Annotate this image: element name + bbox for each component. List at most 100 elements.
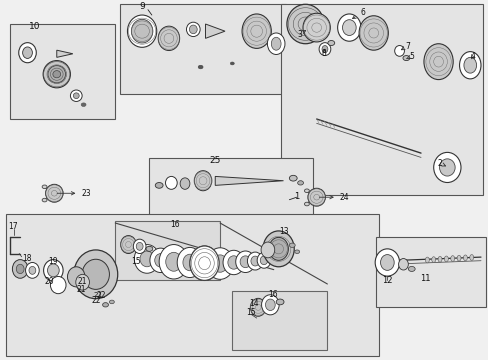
Bar <box>5 214 378 356</box>
Ellipse shape <box>398 258 407 270</box>
Bar <box>149 158 312 232</box>
Text: 15: 15 <box>246 308 256 317</box>
Circle shape <box>297 181 303 185</box>
Ellipse shape <box>469 255 473 260</box>
Ellipse shape <box>150 248 171 273</box>
Ellipse shape <box>303 13 330 42</box>
Circle shape <box>230 62 234 65</box>
Ellipse shape <box>394 45 404 56</box>
Ellipse shape <box>189 246 219 280</box>
Ellipse shape <box>16 264 24 274</box>
Text: 13: 13 <box>279 228 289 237</box>
Ellipse shape <box>19 42 36 63</box>
Circle shape <box>327 41 334 45</box>
Ellipse shape <box>121 235 136 253</box>
Ellipse shape <box>261 295 279 315</box>
Ellipse shape <box>247 252 263 270</box>
Text: 20: 20 <box>44 276 54 285</box>
Ellipse shape <box>22 47 32 58</box>
Ellipse shape <box>53 71 61 78</box>
Text: 21: 21 <box>93 292 102 298</box>
Ellipse shape <box>50 276 66 294</box>
Ellipse shape <box>29 266 36 274</box>
Text: 6: 6 <box>352 8 364 18</box>
Ellipse shape <box>459 51 480 79</box>
Ellipse shape <box>261 242 274 258</box>
Ellipse shape <box>43 260 63 281</box>
Ellipse shape <box>439 159 454 176</box>
Ellipse shape <box>159 244 188 279</box>
Ellipse shape <box>271 37 281 50</box>
Ellipse shape <box>25 262 39 278</box>
Bar <box>115 221 220 280</box>
Bar <box>375 237 485 307</box>
Ellipse shape <box>76 274 89 290</box>
Ellipse shape <box>260 256 267 265</box>
Ellipse shape <box>131 19 153 43</box>
Bar <box>10 24 115 119</box>
Text: 23: 23 <box>57 189 91 198</box>
Ellipse shape <box>70 90 82 102</box>
Ellipse shape <box>206 248 233 279</box>
Ellipse shape <box>127 15 157 47</box>
Polygon shape <box>215 176 283 185</box>
Ellipse shape <box>240 256 250 268</box>
Ellipse shape <box>235 251 255 273</box>
Ellipse shape <box>194 171 211 191</box>
Ellipse shape <box>158 26 179 50</box>
Ellipse shape <box>374 249 399 276</box>
Ellipse shape <box>45 184 63 202</box>
Ellipse shape <box>456 255 460 261</box>
Ellipse shape <box>133 239 146 253</box>
Text: 9: 9 <box>139 2 144 11</box>
Ellipse shape <box>463 57 476 73</box>
Text: 18: 18 <box>22 254 32 263</box>
Ellipse shape <box>183 254 197 271</box>
Polygon shape <box>57 50 73 57</box>
Ellipse shape <box>257 252 270 268</box>
Ellipse shape <box>250 256 259 266</box>
Bar <box>232 291 327 350</box>
Ellipse shape <box>380 255 393 270</box>
Text: 5: 5 <box>406 52 413 61</box>
Ellipse shape <box>189 246 219 280</box>
Circle shape <box>198 65 203 69</box>
Ellipse shape <box>177 247 202 278</box>
Ellipse shape <box>196 254 212 273</box>
Ellipse shape <box>250 298 265 316</box>
Ellipse shape <box>165 176 177 189</box>
Ellipse shape <box>165 252 182 271</box>
Ellipse shape <box>423 44 452 80</box>
Text: 19: 19 <box>48 257 58 266</box>
Ellipse shape <box>136 242 143 250</box>
Text: 2: 2 <box>436 159 445 168</box>
Ellipse shape <box>73 93 79 99</box>
Text: 11: 11 <box>419 274 429 283</box>
Ellipse shape <box>43 60 70 88</box>
Ellipse shape <box>186 22 200 37</box>
Text: 4: 4 <box>469 52 474 61</box>
Ellipse shape <box>67 267 85 287</box>
Ellipse shape <box>140 251 154 267</box>
Ellipse shape <box>342 20 355 36</box>
Circle shape <box>109 300 114 304</box>
Ellipse shape <box>319 42 330 55</box>
Ellipse shape <box>263 231 294 267</box>
Text: 22: 22 <box>91 296 101 305</box>
Ellipse shape <box>431 257 435 262</box>
Bar <box>281 4 483 195</box>
Ellipse shape <box>307 188 325 206</box>
Text: 25: 25 <box>209 156 221 165</box>
Ellipse shape <box>268 237 288 260</box>
Text: 10: 10 <box>29 22 41 31</box>
Ellipse shape <box>337 14 360 41</box>
Text: 7: 7 <box>401 42 409 51</box>
Circle shape <box>42 198 47 202</box>
Circle shape <box>304 189 309 193</box>
Ellipse shape <box>437 256 441 262</box>
Ellipse shape <box>48 66 65 83</box>
Text: 12: 12 <box>381 276 392 285</box>
Text: 24: 24 <box>319 193 348 202</box>
Circle shape <box>304 202 309 206</box>
Text: 22: 22 <box>97 291 106 300</box>
